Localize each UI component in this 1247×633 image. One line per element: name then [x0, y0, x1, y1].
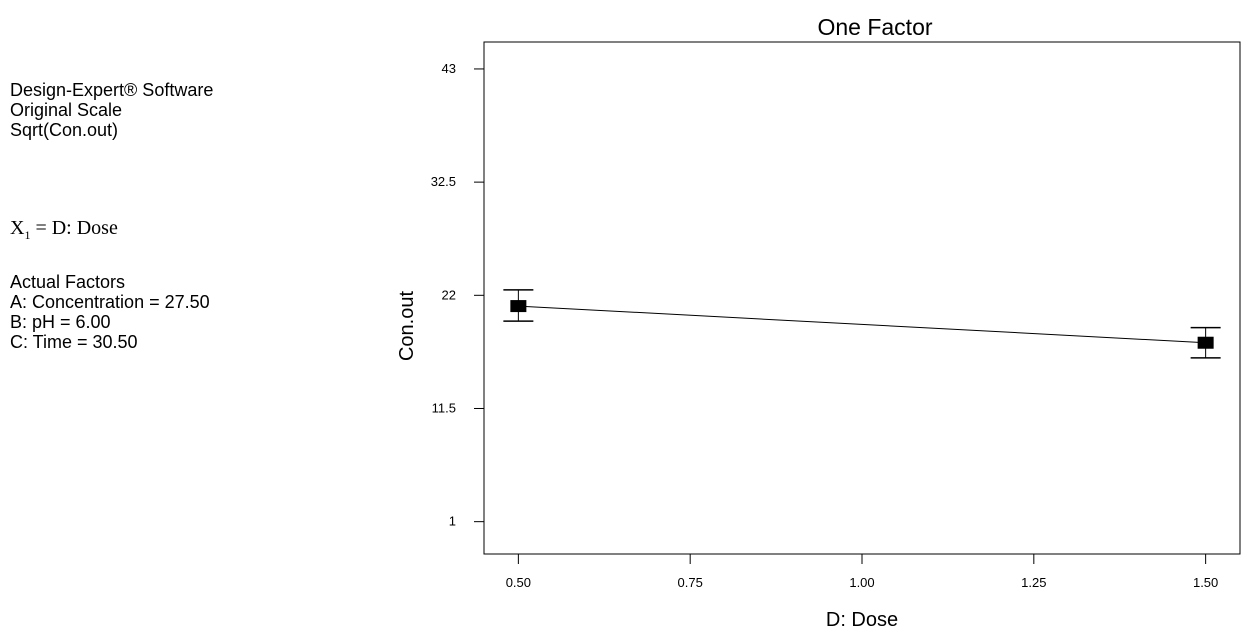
y-tick-label: 43	[442, 61, 456, 76]
y-axis-title: Con.out	[396, 291, 418, 361]
y-tick-label: 1	[449, 514, 456, 529]
x-tick-label: 0.50	[506, 575, 531, 590]
software-info: Design-Expert® Software Original Scale S…	[10, 80, 213, 140]
chart-title: One Factor	[817, 14, 932, 40]
actual-factor-b: B: pH = 6.00	[10, 312, 111, 332]
actual-factors: Actual Factors A: Concentration = 27.50 …	[10, 272, 210, 352]
actual-factor-a: A: Concentration = 27.50	[10, 292, 210, 312]
data-point	[1197, 336, 1214, 349]
series-layer	[503, 289, 1221, 359]
y-tick-label: 32.5	[431, 174, 456, 189]
scale-label: Original Scale	[10, 100, 123, 120]
factor-subscript: 1	[24, 228, 31, 242]
effect-line	[518, 305, 1206, 344]
response-transform: Sqrt(Con.out)	[10, 120, 119, 140]
y-tick-label: 11.5	[432, 400, 456, 415]
plot-frame	[483, 41, 1241, 555]
software-name: Design-Expert® Software	[10, 80, 214, 100]
data-point	[510, 300, 527, 313]
x-axis-title: D: Dose	[826, 609, 898, 631]
x-tick-label: 1.00	[849, 575, 874, 590]
y-tick-label: 22	[442, 287, 456, 302]
actual-factors-title: Actual Factors	[10, 272, 126, 292]
factor-definition: X1 = D: Dose	[10, 218, 118, 245]
y-axis: 1 11.5 22 32.5 43	[431, 61, 484, 529]
actual-factor-c: C: Time = 30.50	[10, 332, 138, 352]
factor-text: = D: Dose	[30, 217, 118, 239]
factor-symbol: X	[10, 217, 25, 239]
x-axis: 0.50 0.75 1.00 1.25 1.50	[506, 554, 1218, 590]
x-tick-label: 1.50	[1193, 575, 1218, 590]
x-tick-label: 1.25	[1021, 575, 1046, 590]
x-tick-label: 0.75	[678, 575, 703, 590]
